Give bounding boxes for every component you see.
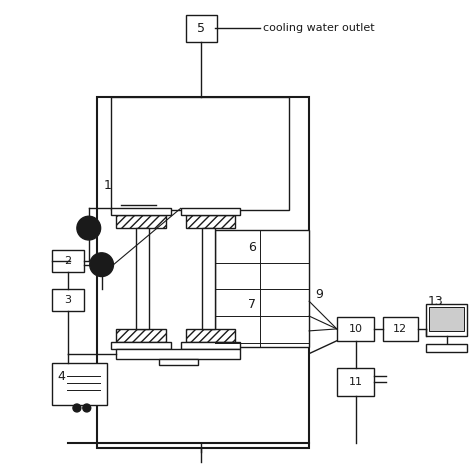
Bar — [428, 307, 465, 331]
Bar — [215, 230, 309, 346]
Text: 11: 11 — [348, 377, 363, 387]
Text: 5: 5 — [198, 22, 205, 35]
Bar — [117, 215, 166, 228]
Bar — [181, 342, 240, 349]
Bar — [52, 290, 84, 311]
Bar — [111, 342, 171, 349]
Text: 10: 10 — [348, 324, 363, 334]
Bar — [52, 250, 84, 272]
Bar — [426, 344, 467, 352]
Text: 7: 7 — [248, 298, 256, 310]
Bar — [159, 358, 199, 365]
Bar — [186, 215, 235, 228]
Text: 6: 6 — [248, 241, 256, 255]
Bar — [97, 97, 309, 447]
Circle shape — [83, 404, 91, 412]
Bar — [202, 228, 215, 329]
Circle shape — [77, 216, 100, 240]
Bar — [117, 349, 240, 358]
Bar — [181, 209, 240, 215]
Text: 4: 4 — [57, 370, 65, 383]
Bar — [337, 317, 374, 341]
Bar — [186, 15, 217, 42]
Text: 2: 2 — [64, 255, 72, 266]
Text: V: V — [98, 260, 105, 270]
Bar — [111, 209, 171, 215]
Circle shape — [73, 404, 81, 412]
Text: 9: 9 — [315, 288, 323, 301]
Text: cooling water outlet: cooling water outlet — [263, 24, 374, 34]
Bar — [186, 329, 235, 342]
Bar — [117, 329, 166, 342]
Bar — [52, 364, 107, 405]
Bar — [337, 368, 374, 396]
Bar — [136, 228, 149, 329]
Bar — [383, 317, 418, 341]
Text: 3: 3 — [64, 295, 72, 305]
Text: 1: 1 — [104, 179, 111, 192]
Bar — [426, 304, 467, 336]
Text: 12: 12 — [393, 324, 407, 334]
Circle shape — [90, 253, 113, 276]
Text: 13: 13 — [428, 295, 444, 308]
Bar — [111, 97, 290, 210]
Text: A: A — [85, 223, 92, 233]
